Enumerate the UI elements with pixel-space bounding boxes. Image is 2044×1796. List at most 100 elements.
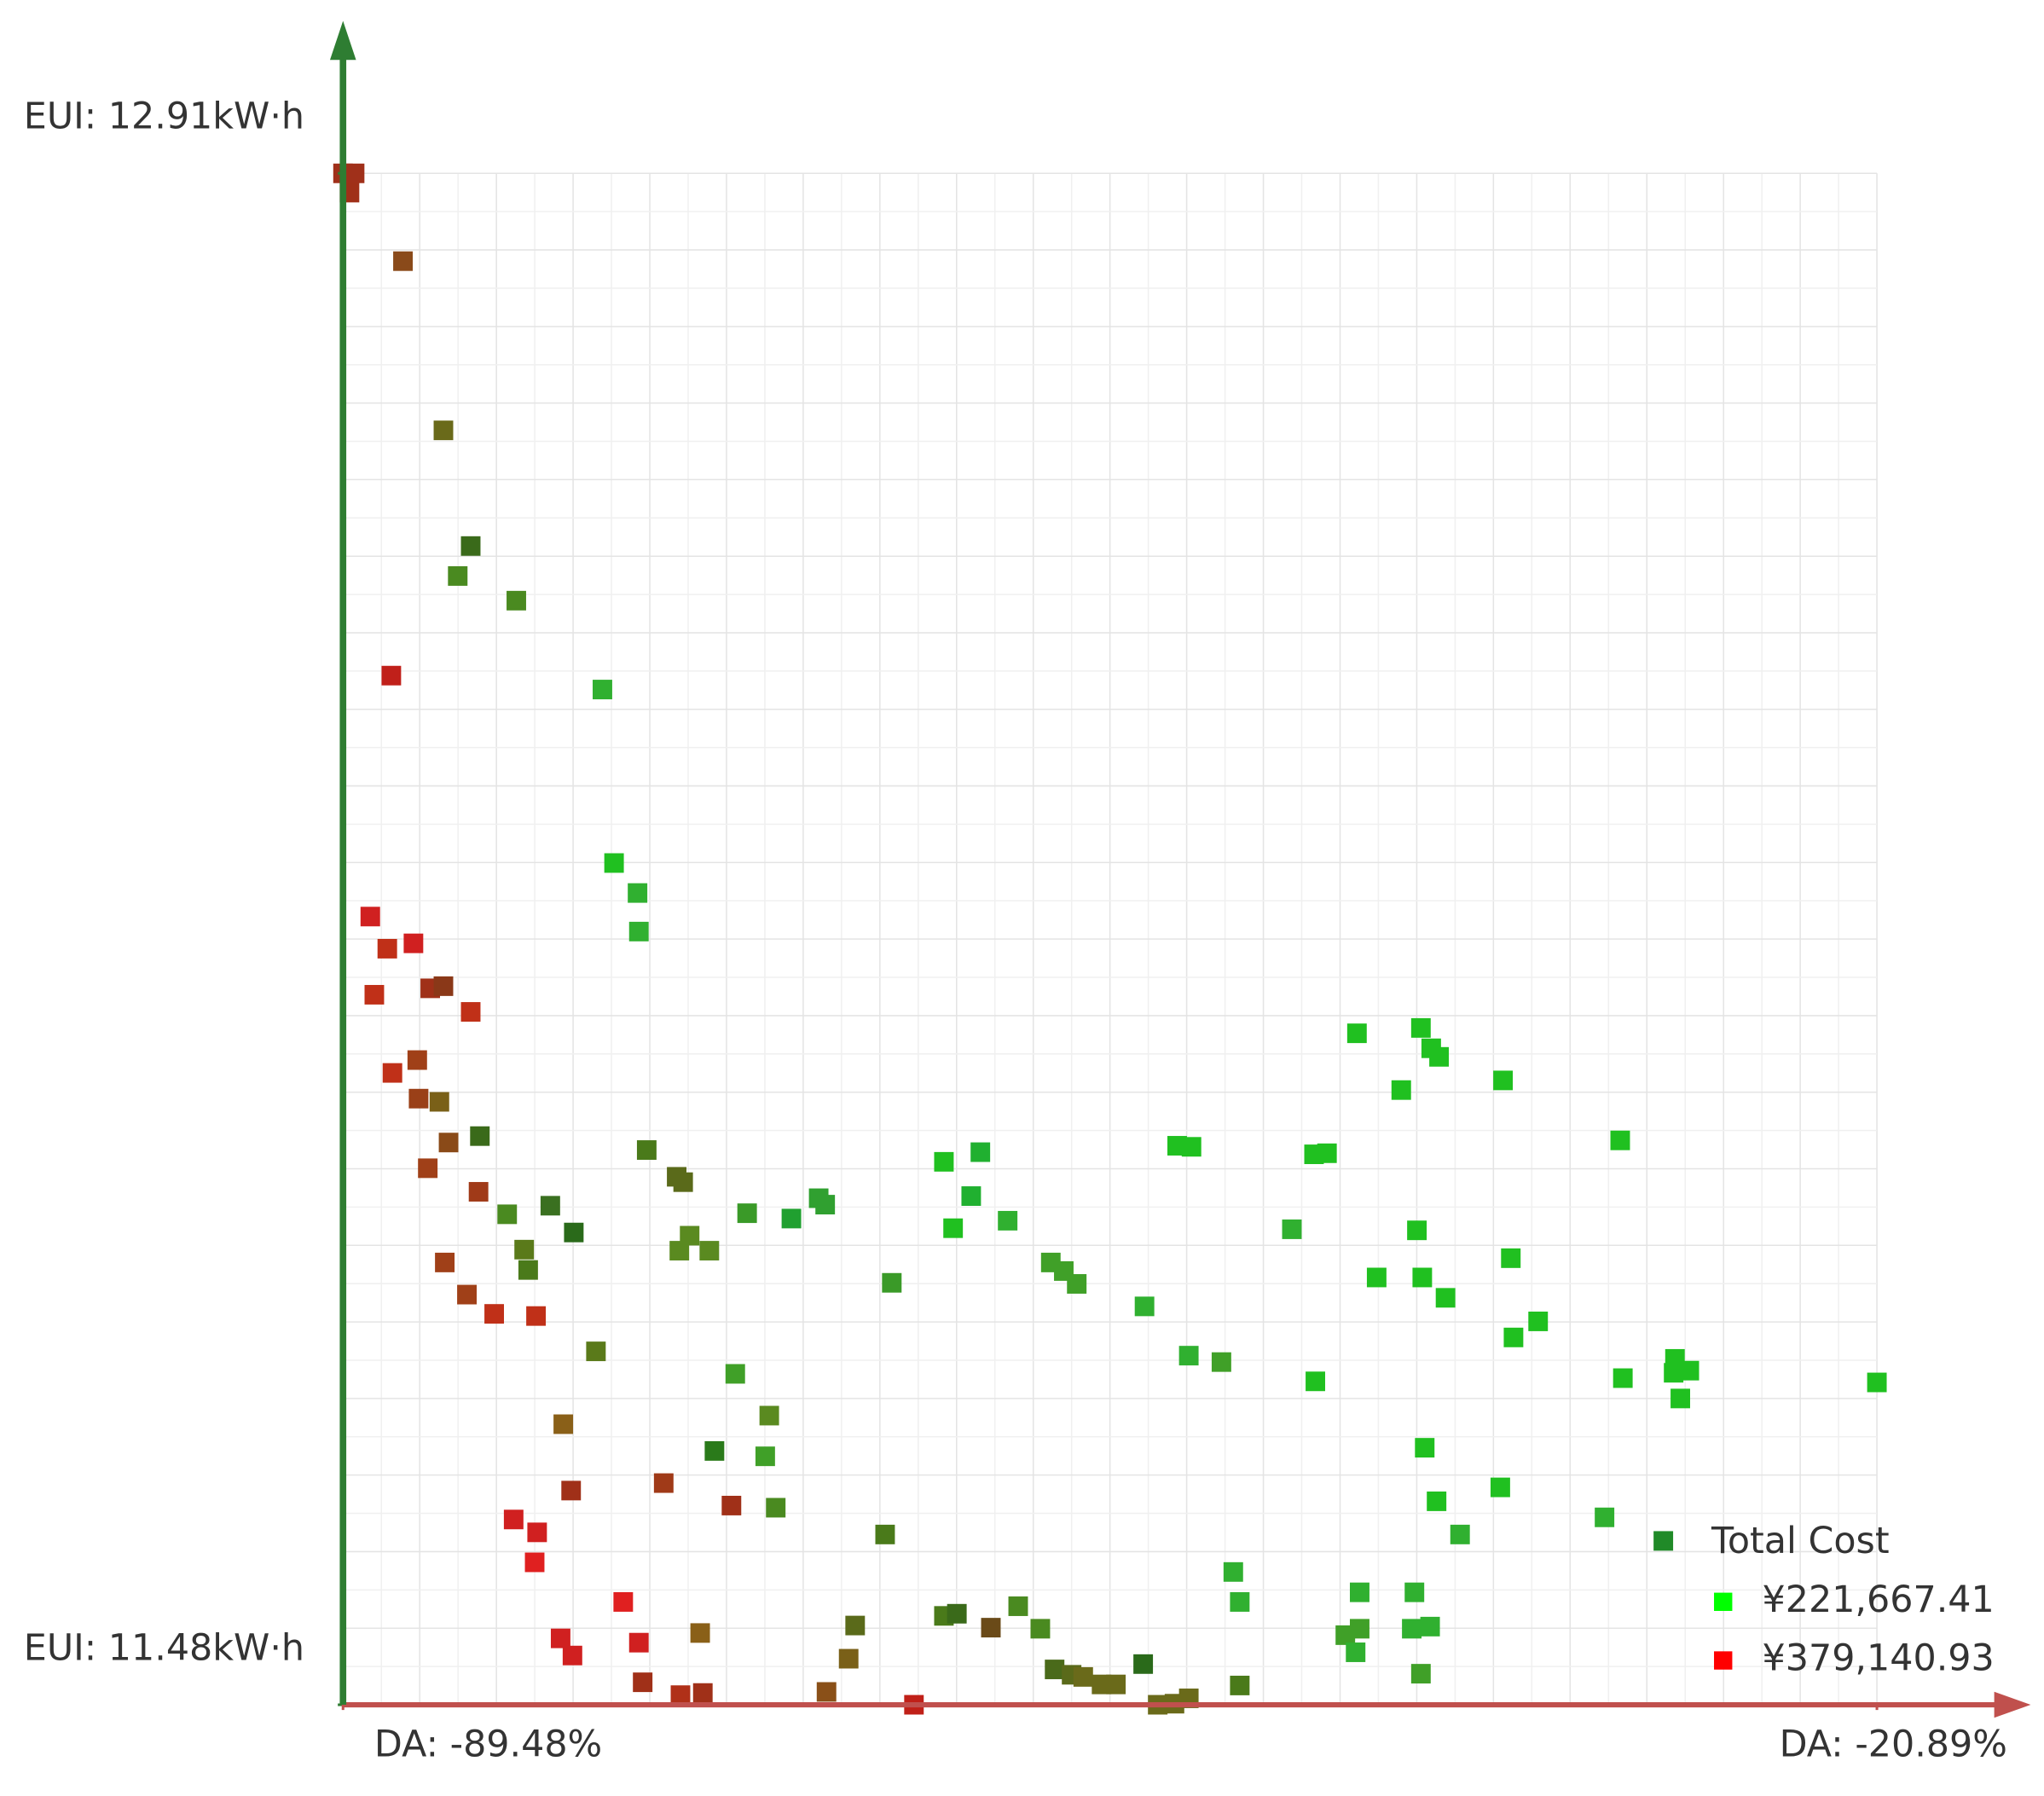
point xyxy=(669,1241,690,1261)
point xyxy=(1346,1642,1366,1662)
point xyxy=(1415,1438,1435,1458)
point xyxy=(628,921,649,941)
point xyxy=(699,1241,720,1261)
point xyxy=(435,1252,455,1272)
point xyxy=(721,1495,742,1515)
legend-swatch xyxy=(1714,1651,1733,1670)
point xyxy=(1664,1363,1684,1383)
point xyxy=(759,1405,779,1426)
points xyxy=(333,163,1887,1715)
point xyxy=(815,1195,836,1215)
point xyxy=(845,1615,866,1636)
point xyxy=(1503,1327,1524,1347)
point xyxy=(381,665,402,686)
point xyxy=(1350,1619,1369,1639)
point xyxy=(1223,1561,1243,1582)
x-tick-label: DA: -89.48% xyxy=(374,1723,602,1765)
point xyxy=(1404,1582,1425,1602)
point xyxy=(737,1203,757,1224)
legend-title: Total Cost xyxy=(1711,1520,1890,1562)
point xyxy=(781,1208,802,1229)
point xyxy=(561,1480,582,1501)
point xyxy=(673,1172,693,1192)
point xyxy=(1282,1219,1302,1239)
point xyxy=(947,1603,967,1624)
point xyxy=(1501,1248,1521,1268)
point xyxy=(407,1050,427,1070)
point xyxy=(1317,1143,1337,1163)
point xyxy=(670,1685,691,1706)
point xyxy=(460,1002,481,1022)
point xyxy=(1412,1267,1433,1288)
point xyxy=(1178,1346,1199,1366)
point xyxy=(429,1092,449,1112)
point xyxy=(433,420,454,441)
point xyxy=(1366,1267,1387,1288)
point xyxy=(816,1682,837,1702)
point xyxy=(704,1440,725,1461)
x-tick-label: DA: -20.89% xyxy=(1780,1723,2007,1765)
point xyxy=(1429,1046,1450,1067)
point xyxy=(1230,1675,1250,1695)
legend-label: ¥221,667.41 xyxy=(1763,1579,1995,1621)
point xyxy=(1106,1674,1126,1695)
point xyxy=(766,1498,786,1518)
point xyxy=(725,1364,745,1384)
point xyxy=(586,1341,606,1362)
point xyxy=(628,883,648,903)
point xyxy=(403,933,424,953)
point xyxy=(364,984,385,1005)
point xyxy=(1610,1130,1630,1150)
point xyxy=(628,1632,649,1653)
point xyxy=(961,1186,981,1206)
point xyxy=(1450,1524,1470,1544)
y-tick-label: EUI: 12.91kW·h xyxy=(24,96,304,138)
point xyxy=(943,1218,964,1238)
point xyxy=(981,1618,1001,1638)
point xyxy=(1073,1666,1093,1687)
point xyxy=(393,251,414,271)
point xyxy=(1133,1654,1154,1674)
point xyxy=(382,1063,402,1083)
point xyxy=(692,1683,713,1703)
point xyxy=(377,938,397,959)
point xyxy=(1134,1296,1155,1317)
point xyxy=(518,1260,538,1280)
point xyxy=(484,1304,505,1324)
point xyxy=(1346,1023,1367,1044)
point xyxy=(1867,1372,1887,1393)
point xyxy=(593,680,612,700)
x-axis-arrow xyxy=(1994,1691,2031,1718)
grid xyxy=(342,172,1878,1706)
point xyxy=(680,1225,700,1246)
point xyxy=(553,1414,574,1434)
point xyxy=(438,1133,459,1153)
point xyxy=(1045,1660,1065,1680)
point xyxy=(470,1126,490,1146)
point xyxy=(1653,1531,1674,1551)
point xyxy=(433,976,454,996)
point xyxy=(527,1522,547,1543)
point xyxy=(1427,1491,1447,1511)
point xyxy=(497,1204,518,1225)
legend-swatch xyxy=(1714,1592,1733,1611)
point xyxy=(755,1446,775,1467)
point xyxy=(1067,1274,1087,1294)
point xyxy=(970,1142,991,1162)
point xyxy=(875,1524,895,1544)
point xyxy=(408,1088,429,1109)
point xyxy=(1679,1360,1699,1381)
y-tick-label: EUI: 11.48kW·h xyxy=(24,1626,304,1669)
point xyxy=(1410,1017,1431,1038)
point xyxy=(562,1645,582,1666)
point xyxy=(1490,1477,1510,1498)
point xyxy=(448,565,468,586)
point xyxy=(838,1648,859,1669)
point xyxy=(468,1182,489,1202)
point xyxy=(1407,1220,1427,1241)
point xyxy=(636,1140,657,1160)
point xyxy=(1391,1080,1411,1100)
point xyxy=(360,907,380,927)
point xyxy=(1350,1582,1369,1602)
